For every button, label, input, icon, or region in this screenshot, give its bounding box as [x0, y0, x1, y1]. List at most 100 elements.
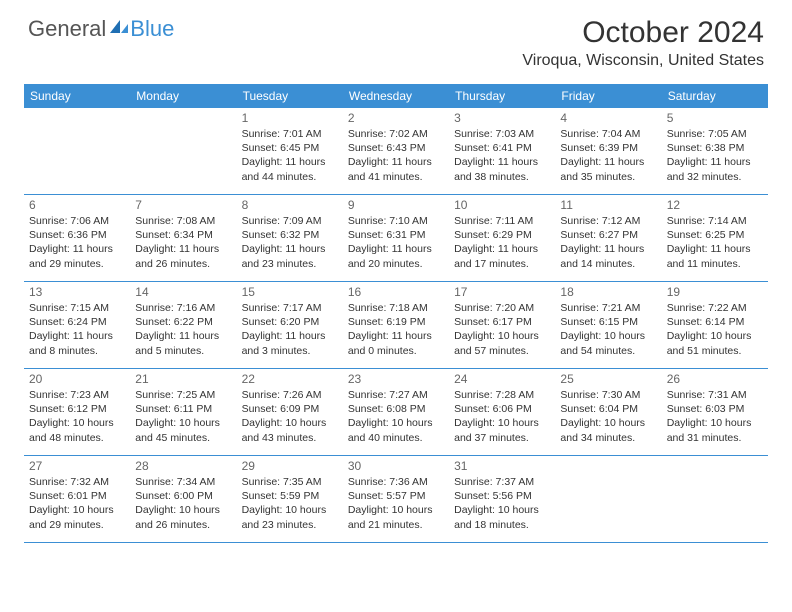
- day-sunset: Sunset: 6:22 PM: [135, 315, 231, 329]
- day-sunrise: Sunrise: 7:21 AM: [560, 301, 656, 315]
- day-sunset: Sunset: 6:36 PM: [29, 228, 125, 242]
- day-day2: and 0 minutes.: [348, 344, 444, 358]
- day-day2: and 26 minutes.: [135, 518, 231, 532]
- day-sunset: Sunset: 6:06 PM: [454, 402, 550, 416]
- day-day1: Daylight: 11 hours: [348, 155, 444, 169]
- day-number: 26: [667, 372, 763, 386]
- day-number: 23: [348, 372, 444, 386]
- week-row: 6Sunrise: 7:06 AMSunset: 6:36 PMDaylight…: [24, 195, 768, 282]
- day-day1: Daylight: 11 hours: [454, 155, 550, 169]
- day-number: 27: [29, 459, 125, 473]
- day-day2: and 34 minutes.: [560, 431, 656, 445]
- day-day1: Daylight: 10 hours: [454, 503, 550, 517]
- day-sunrise: Sunrise: 7:12 AM: [560, 214, 656, 228]
- day-cell: 29Sunrise: 7:35 AMSunset: 5:59 PMDayligh…: [237, 456, 343, 542]
- day-sunset: Sunset: 6:01 PM: [29, 489, 125, 503]
- day-sunrise: Sunrise: 7:34 AM: [135, 475, 231, 489]
- day-number: 5: [667, 111, 763, 125]
- day-cell: 6Sunrise: 7:06 AMSunset: 6:36 PMDaylight…: [24, 195, 130, 281]
- day-cell: 12Sunrise: 7:14 AMSunset: 6:25 PMDayligh…: [662, 195, 768, 281]
- day-sunrise: Sunrise: 7:30 AM: [560, 388, 656, 402]
- day-day2: and 48 minutes.: [29, 431, 125, 445]
- day-day1: Daylight: 10 hours: [348, 503, 444, 517]
- day-number: 18: [560, 285, 656, 299]
- week-row: 27Sunrise: 7:32 AMSunset: 6:01 PMDayligh…: [24, 456, 768, 543]
- day-day2: and 43 minutes.: [242, 431, 338, 445]
- day-sunset: Sunset: 6:25 PM: [667, 228, 763, 242]
- day-day1: Daylight: 10 hours: [667, 329, 763, 343]
- day-number: 6: [29, 198, 125, 212]
- day-day2: and 17 minutes.: [454, 257, 550, 271]
- day-day1: Daylight: 11 hours: [454, 242, 550, 256]
- day-day2: and 5 minutes.: [135, 344, 231, 358]
- day-cell: 25Sunrise: 7:30 AMSunset: 6:04 PMDayligh…: [555, 369, 661, 455]
- day-cell: 31Sunrise: 7:37 AMSunset: 5:56 PMDayligh…: [449, 456, 555, 542]
- day-sunset: Sunset: 6:20 PM: [242, 315, 338, 329]
- day-sunrise: Sunrise: 7:22 AM: [667, 301, 763, 315]
- day-cell: 14Sunrise: 7:16 AMSunset: 6:22 PMDayligh…: [130, 282, 236, 368]
- day-day2: and 23 minutes.: [242, 518, 338, 532]
- day-sunrise: Sunrise: 7:15 AM: [29, 301, 125, 315]
- day-sunrise: Sunrise: 7:23 AM: [29, 388, 125, 402]
- day-sunset: Sunset: 6:41 PM: [454, 141, 550, 155]
- day-sunrise: Sunrise: 7:03 AM: [454, 127, 550, 141]
- day-sunrise: Sunrise: 7:18 AM: [348, 301, 444, 315]
- day-cell: 18Sunrise: 7:21 AMSunset: 6:15 PMDayligh…: [555, 282, 661, 368]
- day-sunset: Sunset: 6:17 PM: [454, 315, 550, 329]
- logo: General Blue: [28, 16, 174, 42]
- day-sunset: Sunset: 6:19 PM: [348, 315, 444, 329]
- weekday-header: Wednesday: [343, 84, 449, 108]
- weekday-header: Tuesday: [237, 84, 343, 108]
- day-cell: 30Sunrise: 7:36 AMSunset: 5:57 PMDayligh…: [343, 456, 449, 542]
- day-cell: 4Sunrise: 7:04 AMSunset: 6:39 PMDaylight…: [555, 108, 661, 194]
- day-day1: Daylight: 11 hours: [29, 329, 125, 343]
- day-day2: and 21 minutes.: [348, 518, 444, 532]
- day-sunset: Sunset: 5:59 PM: [242, 489, 338, 503]
- day-cell: 5Sunrise: 7:05 AMSunset: 6:38 PMDaylight…: [662, 108, 768, 194]
- week-row: 13Sunrise: 7:15 AMSunset: 6:24 PMDayligh…: [24, 282, 768, 369]
- day-cell: 22Sunrise: 7:26 AMSunset: 6:09 PMDayligh…: [237, 369, 343, 455]
- month-title: October 2024: [522, 16, 764, 50]
- day-sunrise: Sunrise: 7:20 AM: [454, 301, 550, 315]
- day-number: 17: [454, 285, 550, 299]
- day-number: 25: [560, 372, 656, 386]
- logo-word1: General: [28, 16, 106, 42]
- day-sunset: Sunset: 6:15 PM: [560, 315, 656, 329]
- day-cell: 16Sunrise: 7:18 AMSunset: 6:19 PMDayligh…: [343, 282, 449, 368]
- location: Viroqua, Wisconsin, United States: [522, 52, 764, 70]
- day-sunset: Sunset: 5:56 PM: [454, 489, 550, 503]
- day-cell: 20Sunrise: 7:23 AMSunset: 6:12 PMDayligh…: [24, 369, 130, 455]
- day-number: 10: [454, 198, 550, 212]
- day-sunset: Sunset: 6:31 PM: [348, 228, 444, 242]
- day-number: 12: [667, 198, 763, 212]
- day-day1: Daylight: 10 hours: [348, 416, 444, 430]
- day-sunrise: Sunrise: 7:36 AM: [348, 475, 444, 489]
- day-cell: 9Sunrise: 7:10 AMSunset: 6:31 PMDaylight…: [343, 195, 449, 281]
- day-number: 20: [29, 372, 125, 386]
- day-number: 15: [242, 285, 338, 299]
- header: General Blue October 2024 Viroqua, Wisco…: [0, 0, 792, 74]
- day-cell: 1Sunrise: 7:01 AMSunset: 6:45 PMDaylight…: [237, 108, 343, 194]
- day-day1: Daylight: 11 hours: [348, 329, 444, 343]
- day-cell: 23Sunrise: 7:27 AMSunset: 6:08 PMDayligh…: [343, 369, 449, 455]
- day-day2: and 29 minutes.: [29, 257, 125, 271]
- day-day1: Daylight: 11 hours: [242, 242, 338, 256]
- day-sunrise: Sunrise: 7:31 AM: [667, 388, 763, 402]
- day-sunset: Sunset: 6:39 PM: [560, 141, 656, 155]
- day-day2: and 29 minutes.: [29, 518, 125, 532]
- day-day1: Daylight: 10 hours: [29, 416, 125, 430]
- day-sunset: Sunset: 6:38 PM: [667, 141, 763, 155]
- day-day2: and 44 minutes.: [242, 170, 338, 184]
- day-day2: and 45 minutes.: [135, 431, 231, 445]
- day-cell: 28Sunrise: 7:34 AMSunset: 6:00 PMDayligh…: [130, 456, 236, 542]
- day-cell: 8Sunrise: 7:09 AMSunset: 6:32 PMDaylight…: [237, 195, 343, 281]
- day-sunrise: Sunrise: 7:01 AM: [242, 127, 338, 141]
- day-sunset: Sunset: 6:11 PM: [135, 402, 231, 416]
- day-day1: Daylight: 11 hours: [560, 155, 656, 169]
- title-block: October 2024 Viroqua, Wisconsin, United …: [522, 16, 764, 70]
- day-day1: Daylight: 11 hours: [667, 155, 763, 169]
- day-day2: and 32 minutes.: [667, 170, 763, 184]
- weekday-header: Friday: [555, 84, 661, 108]
- day-sunset: Sunset: 6:34 PM: [135, 228, 231, 242]
- day-sunrise: Sunrise: 7:08 AM: [135, 214, 231, 228]
